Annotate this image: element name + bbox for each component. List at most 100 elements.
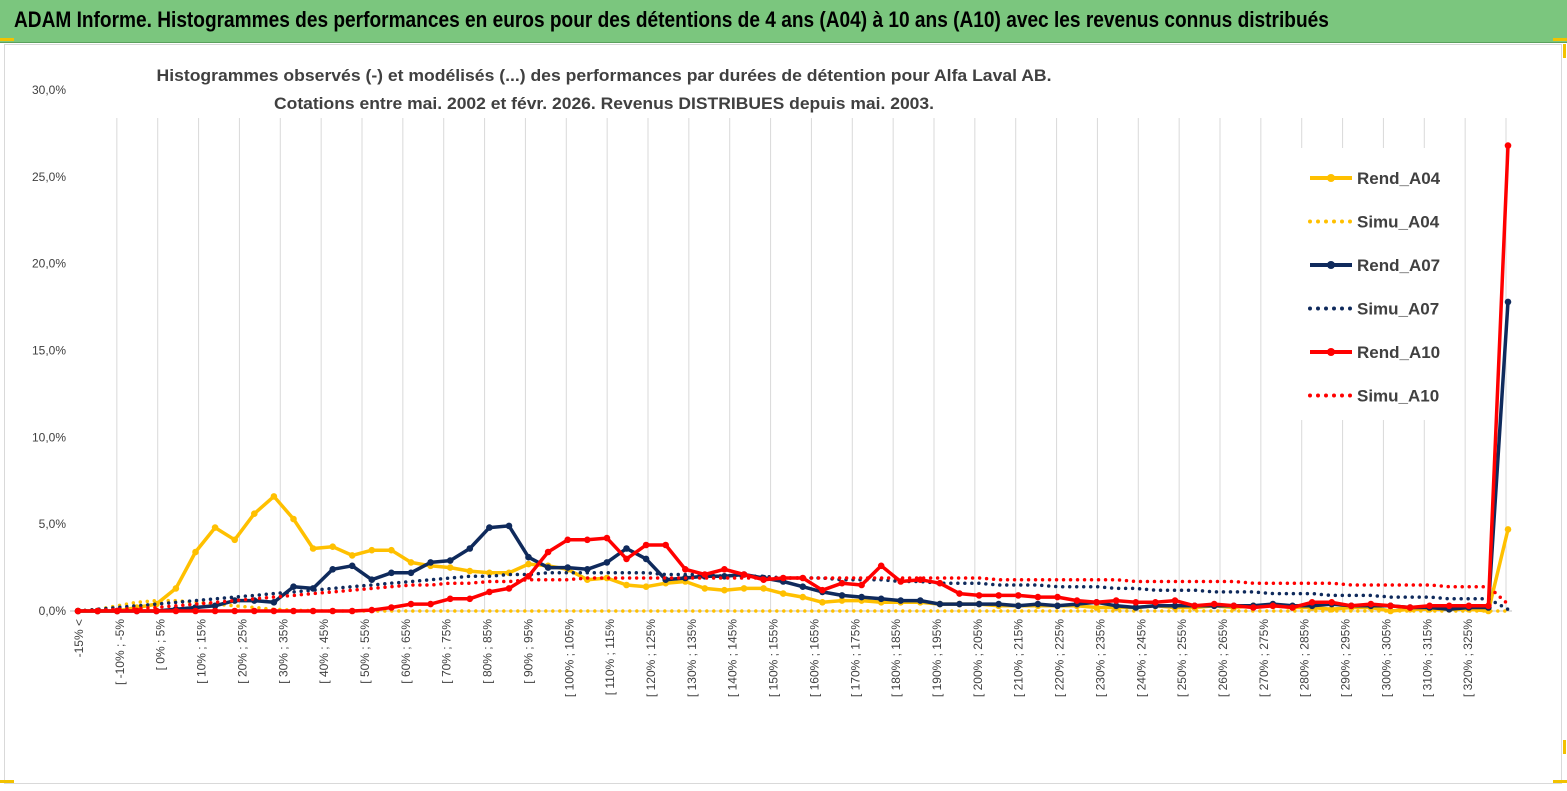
data-point bbox=[1230, 602, 1238, 610]
data-point bbox=[1465, 602, 1473, 610]
data-point bbox=[1269, 602, 1277, 610]
data-point bbox=[740, 585, 748, 592]
data-point bbox=[329, 607, 337, 615]
data-point bbox=[1348, 602, 1355, 610]
data-point bbox=[1504, 298, 1512, 306]
y-tick-label: 25,0% bbox=[32, 170, 66, 184]
data-point bbox=[858, 581, 865, 589]
corner-mark bbox=[0, 780, 14, 783]
data-point bbox=[1054, 602, 1061, 610]
data-point bbox=[525, 573, 532, 580]
data-point bbox=[1445, 602, 1453, 610]
data-point bbox=[682, 566, 689, 573]
chart-title: Histogrammes observés (-) et modélisés (… bbox=[157, 66, 1052, 85]
x-tick-label: [ 300% ; 305% bbox=[1379, 619, 1393, 697]
series-line-simu_a07 bbox=[76, 571, 1510, 613]
legend-label: Simu_A07 bbox=[1357, 300, 1439, 319]
data-point bbox=[466, 595, 474, 603]
data-point bbox=[1485, 602, 1492, 610]
legend-label: Simu_A10 bbox=[1357, 387, 1439, 406]
data-point bbox=[1112, 602, 1120, 610]
data-point bbox=[192, 607, 199, 615]
x-tick-label: [ 130% ; 135% bbox=[685, 619, 699, 697]
data-point bbox=[544, 548, 552, 556]
data-point bbox=[799, 593, 807, 601]
x-tick-label: [ 60% ; 65% bbox=[399, 619, 413, 684]
data-point bbox=[270, 607, 278, 615]
data-point bbox=[623, 581, 630, 589]
data-point bbox=[446, 557, 454, 564]
data-point bbox=[623, 545, 630, 552]
data-point bbox=[211, 602, 219, 610]
report-title: ADAM Informe. Histogrammes des performan… bbox=[14, 7, 1329, 32]
data-point bbox=[1328, 599, 1335, 606]
data-point bbox=[760, 585, 767, 592]
data-point bbox=[1504, 142, 1512, 149]
corner-mark bbox=[1563, 44, 1566, 58]
data-point bbox=[701, 585, 709, 592]
data-point bbox=[466, 567, 474, 575]
data-point bbox=[1132, 599, 1140, 606]
data-point bbox=[211, 524, 219, 531]
data-point bbox=[368, 576, 376, 583]
x-tick-label: [ 10% ; 15% bbox=[195, 619, 209, 684]
data-point bbox=[544, 564, 552, 571]
data-point bbox=[329, 543, 337, 550]
data-point bbox=[877, 595, 885, 603]
corner-mark bbox=[0, 38, 14, 41]
data-point bbox=[603, 559, 611, 566]
data-point bbox=[1112, 597, 1120, 604]
data-point bbox=[407, 559, 415, 566]
x-tick-label: [ 160% ; 165% bbox=[807, 619, 821, 697]
x-tick-label: [ 230% ; 235% bbox=[1093, 619, 1107, 697]
data-point bbox=[486, 588, 493, 596]
data-point bbox=[838, 597, 846, 604]
x-tick-label: [ 240% ; 245% bbox=[1134, 619, 1148, 697]
data-point bbox=[936, 579, 944, 587]
data-point bbox=[1034, 600, 1042, 608]
data-point bbox=[917, 597, 924, 604]
data-point bbox=[1367, 600, 1375, 608]
data-point bbox=[368, 546, 376, 554]
data-point bbox=[956, 590, 963, 597]
data-point bbox=[819, 586, 826, 594]
legend-label: Rend_A04 bbox=[1357, 169, 1441, 188]
x-tick-label: [ 80% ; 85% bbox=[481, 619, 495, 684]
data-point bbox=[231, 536, 238, 544]
y-axis-ticks: 0,0% 5,0% 10,0% 15,0% 20,0% 25,0% 30,0% bbox=[32, 83, 66, 618]
data-point bbox=[466, 545, 474, 552]
data-point bbox=[290, 515, 297, 523]
data-point bbox=[1073, 597, 1081, 604]
data-point bbox=[192, 548, 199, 556]
data-point bbox=[1250, 604, 1257, 611]
data-point bbox=[427, 559, 434, 566]
report-banner: ADAM Informe. Histogrammes des performan… bbox=[0, 0, 1567, 43]
data-point bbox=[309, 545, 317, 552]
data-point bbox=[211, 607, 219, 615]
chart-frame bbox=[4, 44, 1562, 784]
data-point bbox=[564, 536, 571, 544]
legend-label: Rend_A07 bbox=[1357, 256, 1440, 275]
data-point bbox=[231, 597, 238, 604]
data-point bbox=[819, 599, 826, 606]
data-point bbox=[642, 583, 650, 590]
data-point bbox=[486, 524, 493, 531]
data-point bbox=[251, 607, 258, 615]
data-point bbox=[701, 571, 709, 578]
x-axis-ticks: -15% < [ -10% ; -5% [ 0% ; 5% [ 10% ; 15% [ … bbox=[72, 619, 1475, 697]
data-point bbox=[838, 592, 846, 599]
corner-mark bbox=[1553, 38, 1567, 41]
data-point bbox=[388, 546, 395, 554]
y-tick-label: 15,0% bbox=[32, 344, 66, 358]
x-tick-label: [ 30% ; 35% bbox=[276, 619, 290, 684]
data-point bbox=[1387, 602, 1394, 610]
data-point bbox=[799, 583, 807, 590]
legend-label: Simu_A04 bbox=[1357, 213, 1440, 232]
data-point bbox=[858, 593, 865, 601]
x-tick-label: [ 180% ; 185% bbox=[889, 619, 903, 697]
data-point bbox=[1426, 602, 1433, 610]
data-point bbox=[505, 585, 513, 592]
data-point bbox=[407, 569, 415, 577]
data-point bbox=[1406, 604, 1414, 611]
data-point bbox=[584, 536, 591, 544]
